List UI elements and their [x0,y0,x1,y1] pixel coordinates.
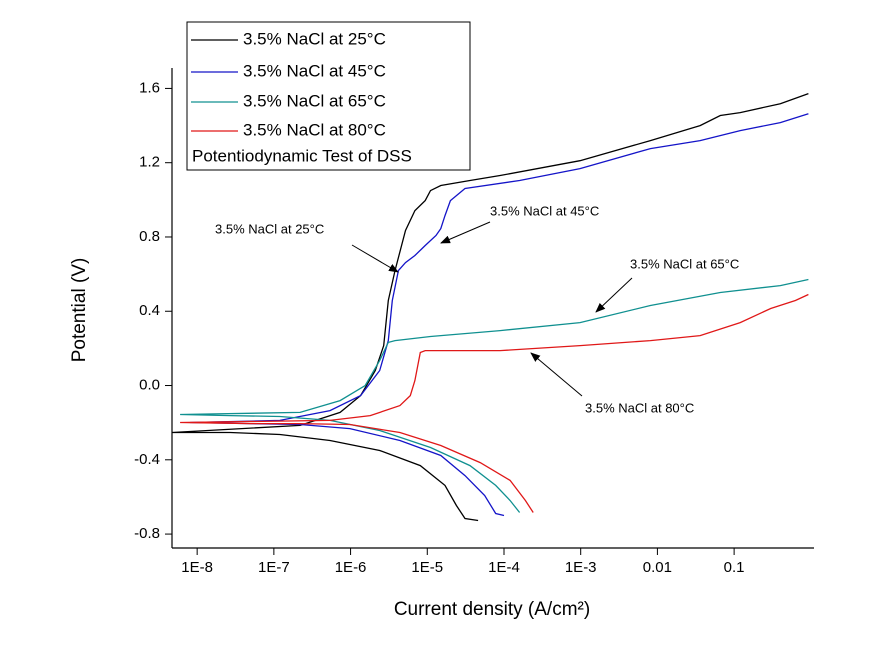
y-tick-label: 1.6 [139,79,160,96]
y-axis-title: Potential (V) [69,258,90,363]
annotation-arrow [351,244,399,273]
annotation: 3.5% NaCl at 25°C [215,221,324,236]
annotation: 3.5% NaCl at 80°C [585,400,694,415]
x-tick-label: 1E-8 [181,559,213,576]
annotation: 3.5% NaCl at 65°C [630,256,739,271]
data-line [171,92,809,522]
x-tick-label: 1E-3 [565,559,597,576]
annotation-arrow [440,221,491,244]
y-tick-label: 1.2 [139,154,160,171]
legend-box [186,21,471,171]
annotation-arrow [530,352,583,397]
data-line [180,278,809,513]
legend-label: 3.5% NaCl at 65°C [243,91,386,110]
data-line [190,113,809,517]
y-tick-label: 0.0 [139,376,160,393]
annotation: 3.5% NaCl at 45°C [490,203,599,218]
x-axis-title: Current density (A/cm²) [394,599,590,620]
data-line [180,293,809,513]
x-tick-label: 1E-4 [488,559,520,576]
y-tick-label: 0.4 [139,302,160,319]
y-tick-label: -0.4 [134,451,160,468]
legend-title: Potentiodynamic Test of DSS [192,146,412,165]
y-tick-label: 0.8 [139,228,160,245]
annotation-arrow [595,277,633,313]
x-tick-label: 0.01 [643,559,672,576]
legend-label: 3.5% NaCl at 25°C [243,29,386,48]
y-tick-label: -0.8 [134,525,160,542]
x-tick-label: 1E-5 [411,559,443,576]
legend-label: 3.5% NaCl at 80°C [243,120,386,139]
x-tick-label: 0.1 [724,559,745,576]
legend-label: 3.5% NaCl at 45°C [243,61,386,80]
x-tick-label: 1E-6 [335,559,367,576]
x-tick-label: 1E-7 [258,559,290,576]
